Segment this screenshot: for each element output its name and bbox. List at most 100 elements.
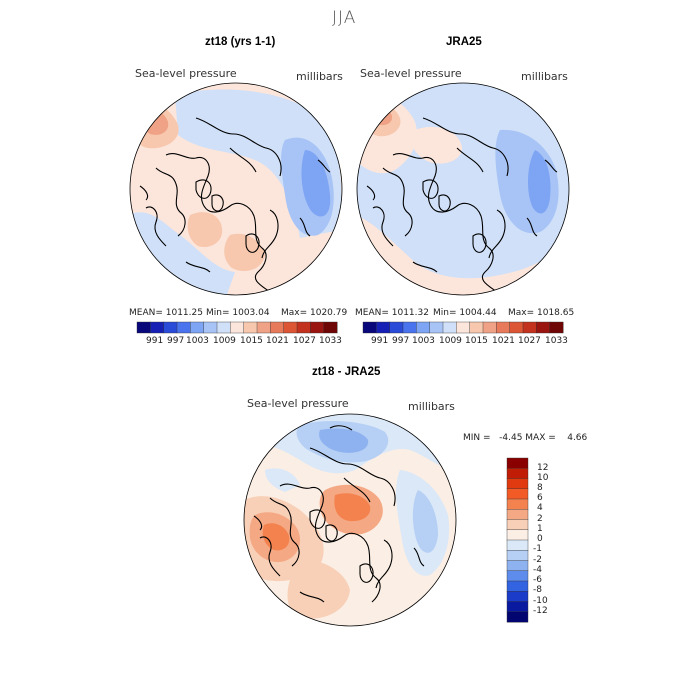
colorbar-tick: 1015	[465, 336, 488, 346]
map-border	[356, 82, 570, 296]
colorbar-swatch	[549, 321, 564, 334]
colorbar-swatch	[506, 570, 529, 582]
colorbar-tick: 991	[371, 336, 389, 346]
colorbar-swatch	[402, 321, 417, 334]
map-border	[243, 413, 457, 627]
colorbar-swatch	[389, 321, 404, 334]
high-pressure-region	[357, 215, 569, 295]
map-jra25	[357, 83, 569, 295]
variable-label-diff: Sea-level pressure	[247, 397, 349, 410]
colorbar-swatch	[506, 611, 529, 623]
colorbar-swatch	[270, 321, 285, 334]
colorbar-tick: -1	[533, 544, 542, 554]
stats-minmax-diff: MIN = -4.45 MAX = 4.66	[463, 433, 588, 443]
colorbar-swatch	[506, 478, 529, 490]
positive-anomaly-core	[334, 493, 371, 522]
colorbar-tick: 4	[537, 503, 543, 513]
colorbar-swatch	[176, 321, 191, 334]
stats-mean-model: MEAN= 1011.25	[129, 308, 203, 318]
stats-max-model: Max= 1020.79	[281, 308, 348, 318]
colorbar-tick: 0	[537, 534, 543, 544]
positive-anomaly-core	[262, 523, 290, 551]
colorbar-tick: 1015	[240, 336, 263, 346]
stats-min-model: Min= 1003.04	[206, 308, 270, 318]
colorbar-tick: -12	[533, 606, 548, 616]
panel-title-jra25: JRA25	[446, 36, 482, 48]
colorbar-swatch	[283, 321, 298, 334]
high-pressure-region	[359, 98, 401, 137]
colorbar-swatch	[429, 321, 444, 334]
colorbar-jra25	[362, 321, 564, 334]
colorbar-tick: 2	[537, 514, 543, 524]
colorbar-swatch	[230, 321, 245, 334]
colorbar-swatch	[136, 321, 151, 334]
map-border	[129, 82, 343, 296]
map-diff	[244, 414, 456, 626]
colorbar-tick: 8	[537, 483, 543, 493]
units-label-diff: millibars	[408, 400, 455, 413]
colorbar-tick: -4	[533, 565, 542, 575]
colorbar-tick: 1003	[412, 336, 435, 346]
colorbar-tick: -2	[533, 555, 542, 565]
colorbar-swatch	[506, 509, 529, 521]
colorbar-tick: 6	[537, 493, 543, 503]
coastlines	[139, 117, 331, 293]
colorbar-tick: 10	[537, 473, 549, 483]
colorbar-swatch	[256, 321, 271, 334]
colorbar-swatch	[506, 529, 529, 541]
colorbar-swatch	[310, 321, 325, 334]
colorbar-swatch	[506, 591, 529, 603]
colorbar-swatch	[536, 321, 551, 334]
colorbar-tick: 1027	[293, 336, 316, 346]
colorbar-swatch	[506, 539, 529, 551]
colorbar-tick: -10	[533, 596, 548, 606]
high-pressure-region	[411, 126, 462, 164]
figure-title: JJA	[332, 8, 357, 28]
stats-max-jra25: Max= 1018.65	[508, 308, 575, 318]
colorbar-swatch	[150, 321, 165, 334]
colorbar-tick: 991	[146, 336, 164, 346]
colorbar-diff	[506, 457, 529, 623]
coastlines	[253, 425, 425, 603]
colorbar-tick: 1009	[213, 336, 236, 346]
colorbar-swatch	[506, 468, 529, 480]
colorbar-swatch	[506, 560, 529, 572]
colorbar-tick: -8	[533, 585, 542, 595]
negative-anomaly-region	[412, 490, 438, 553]
colorbar-swatch	[522, 321, 537, 334]
colorbar-tick: 1033	[545, 336, 568, 346]
coastlines	[366, 117, 558, 293]
map-model	[130, 83, 342, 295]
colorbar-tick: 1021	[266, 336, 289, 346]
colorbar-swatch	[456, 321, 471, 334]
colorbar-tick: 997	[392, 336, 410, 346]
colorbar-swatch	[243, 321, 258, 334]
colorbar-swatch	[496, 321, 511, 334]
stats-mean-jra25: MEAN= 1011.32	[355, 308, 429, 318]
colorbar-tick: 1003	[186, 336, 209, 346]
colorbar-tick: 997	[167, 336, 185, 346]
low-pressure-core	[301, 150, 331, 217]
variable-label-model: Sea-level pressure	[135, 67, 237, 80]
colorbar-swatch	[469, 321, 484, 334]
colorbar-tick: 1027	[518, 336, 541, 346]
negative-anomaly-core	[319, 428, 369, 453]
colorbar-tick: 1	[537, 524, 543, 534]
colorbar-swatch	[163, 321, 178, 334]
high-pressure-region	[187, 212, 223, 248]
colorbar-swatch	[323, 321, 338, 334]
colorbar-swatch	[506, 580, 529, 592]
colorbar-swatch	[216, 321, 231, 334]
panel-title-model: zt18 (yrs 1-1)	[205, 36, 276, 48]
panel-title-diff: zt18 - JRA25	[312, 366, 381, 378]
variable-label-jra25: Sea-level pressure	[360, 67, 462, 80]
negative-anomaly-region	[265, 468, 300, 492]
colorbar-swatch	[362, 321, 377, 334]
units-label-model: millibars	[296, 70, 343, 83]
colorbar-swatch	[506, 550, 529, 562]
colorbar-swatch	[506, 498, 529, 510]
colorbar-model	[136, 321, 338, 334]
stats-min-jra25: Min= 1004.44	[433, 308, 497, 318]
colorbar-swatch	[416, 321, 431, 334]
